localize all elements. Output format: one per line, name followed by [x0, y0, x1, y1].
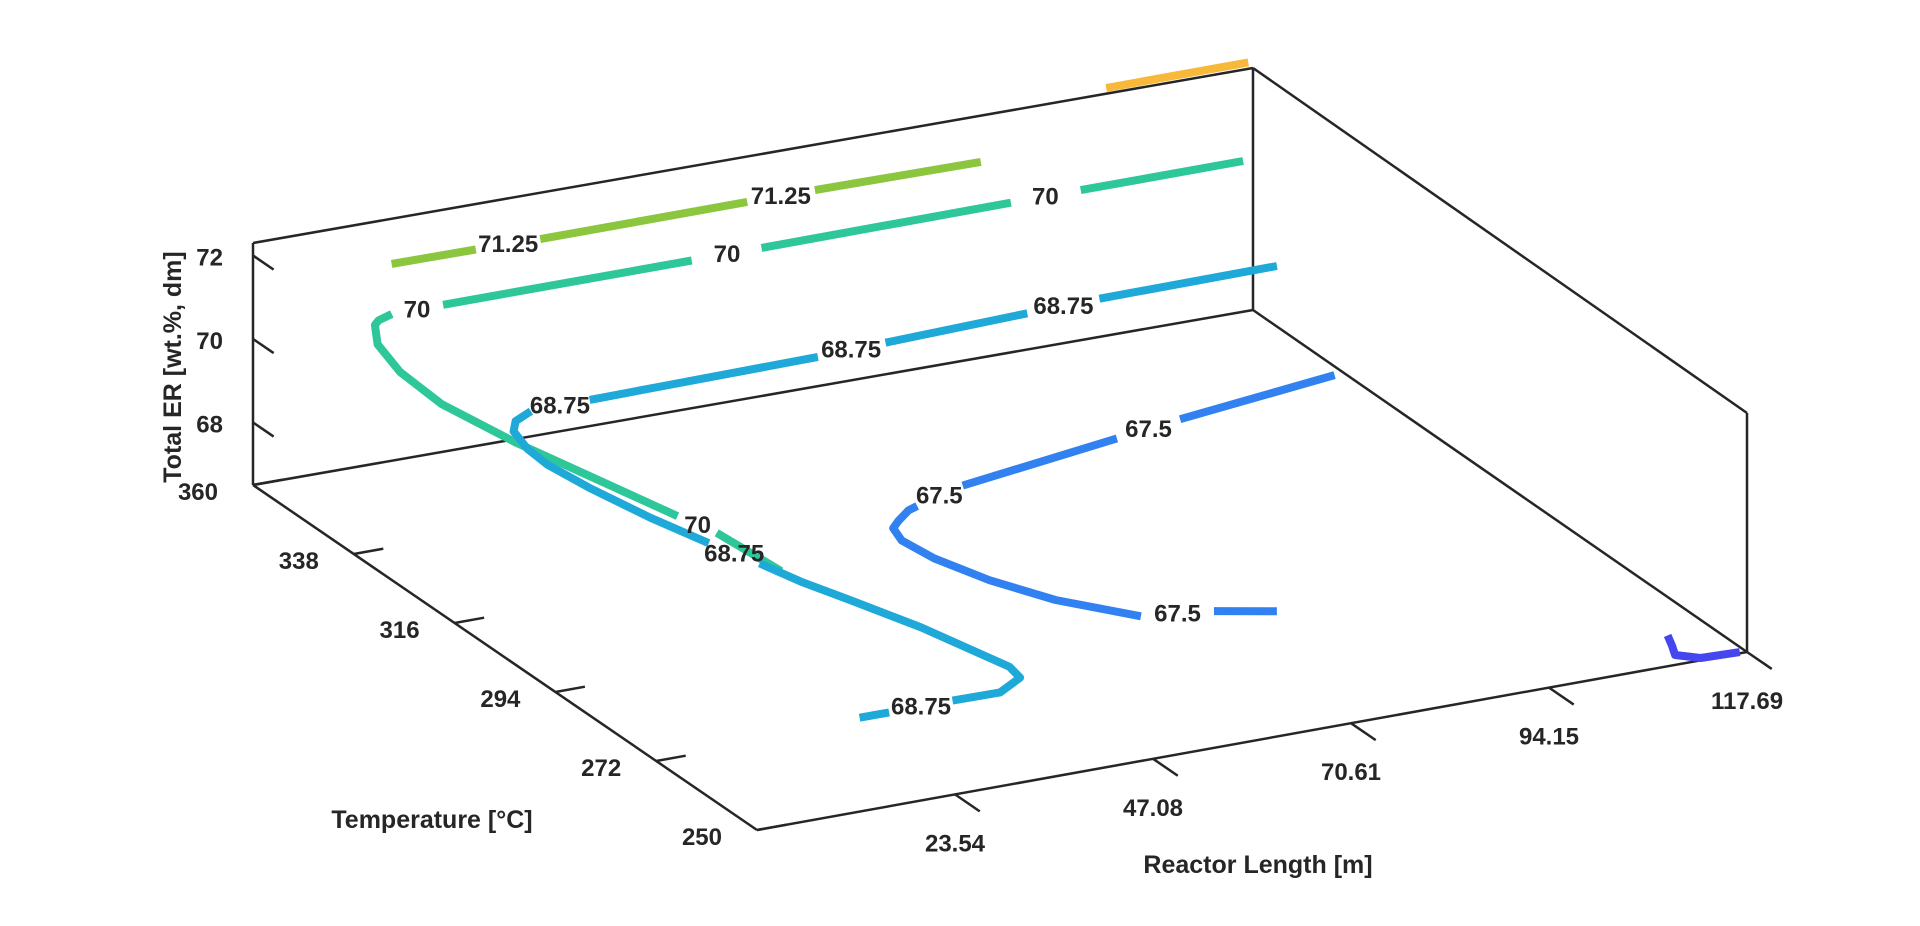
contour-71.25-segment-0	[390, 245, 477, 268]
z-axis-label: Total ER [wt.%, dm]	[159, 251, 187, 482]
x-4-tick	[1746, 650, 1773, 670]
z-1-tick	[252, 337, 275, 355]
y-1-tick	[655, 754, 686, 763]
contour-67.5-segment-1	[889, 502, 1142, 621]
contour-67.5-segment-3	[1179, 371, 1336, 424]
x-0-tick-label: 23.54	[925, 830, 986, 857]
x-4-tick-label: 117.69	[1711, 688, 1783, 715]
contour-68.75-segment-0	[858, 708, 890, 722]
contour-labels: 71.2571.257070707068.7568.7568.7568.7568…	[404, 183, 1201, 721]
contour-label-67.5-2: 67.5	[1125, 416, 1172, 443]
x-axis-label: Reactor Length [m]	[1143, 851, 1372, 879]
contour-68.75-segment-2	[509, 407, 711, 547]
back-top-edge	[252, 66, 1254, 245]
contour-label-68.75-3: 68.75	[821, 337, 881, 364]
contour-68.75-segment-3	[588, 352, 819, 404]
y-4-tick	[353, 547, 384, 556]
contour-70-segment-4	[1079, 157, 1244, 195]
y-0-tick	[756, 823, 787, 832]
z-0-tick	[252, 421, 275, 438]
y-3-tick-label: 316	[380, 617, 420, 644]
z-2-tick-label: 72	[196, 245, 223, 272]
y-5-tick	[252, 478, 283, 487]
y-4-tick-label: 338	[279, 548, 319, 575]
back-floor-edge	[252, 308, 1254, 487]
contour-70-segment-3	[760, 198, 1012, 252]
contour-68.75-segment-4	[884, 309, 1029, 347]
z-0-tick-label: 68	[196, 411, 223, 438]
contour-label-70-3: 70	[1032, 184, 1059, 211]
contour-label-68.75-0: 68.75	[891, 694, 951, 721]
z-1-tick-label: 70	[196, 328, 223, 355]
contour-70-segment-1	[370, 310, 680, 520]
contour-label-70-0: 70	[684, 512, 711, 539]
x-1-tick-label: 47.08	[1123, 795, 1183, 822]
contour-lines	[370, 58, 1741, 722]
axes-box	[251, 66, 1749, 832]
x-0-tick	[954, 793, 981, 813]
right-top-edge	[1252, 66, 1748, 415]
x-1-tick	[1152, 757, 1179, 777]
y-2-tick	[555, 685, 586, 694]
contour-label-70-1: 70	[404, 297, 431, 324]
right-floor-edge	[1252, 308, 1748, 654]
contour-68.75-segment-5	[1098, 262, 1278, 303]
y-3-tick	[454, 616, 485, 625]
y-0-tick-label: 250	[682, 824, 722, 851]
x-3-tick-label: 94.15	[1519, 724, 1579, 751]
y-5-tick-label: 360	[178, 479, 218, 506]
y-2-tick-label: 294	[480, 686, 521, 713]
contour-67.5-segment-2	[961, 434, 1119, 490]
axis-line-reactor-length	[756, 650, 1748, 832]
contour-68.75-segment-1	[757, 559, 1025, 705]
y-axis-label: Temperature [°C]	[331, 806, 532, 834]
x-2-tick-label: 70.61	[1321, 759, 1381, 786]
contour-label-68.75-1: 68.75	[704, 540, 764, 567]
contour-label-70-2: 70	[714, 241, 741, 268]
y-1-tick-label: 272	[581, 755, 621, 782]
contour-label-67.5-1: 67.5	[916, 483, 963, 510]
x-2-tick	[1350, 722, 1377, 742]
contour-label-68.75-4: 68.75	[1033, 293, 1093, 320]
contour-label-67.5-0: 67.5	[1154, 601, 1201, 628]
contour-70-segment-2	[442, 256, 693, 309]
axis-ticks: 23.54 47.08 70.61 94.15 117.69 250 272 294 316 33…	[178, 245, 1783, 858]
contour-71.25-segment-1	[539, 197, 748, 244]
contour-label-68.75-2: 68.75	[530, 393, 590, 420]
contour-66.5-segment-0	[1663, 633, 1741, 662]
x-3-tick	[1548, 686, 1575, 706]
axis-line-temperature	[252, 483, 758, 832]
contour-label-71.25-1: 71.25	[751, 183, 811, 210]
contour-71.25-segment-2	[814, 157, 982, 195]
contour-72.5-segment-0	[1105, 58, 1250, 92]
z-2-tick	[252, 254, 275, 271]
contour-label-71.25-0: 71.25	[478, 231, 538, 258]
